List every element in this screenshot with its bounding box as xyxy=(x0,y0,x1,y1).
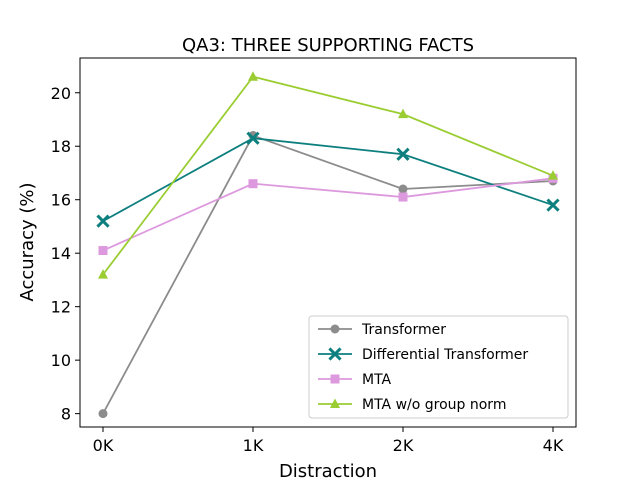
y-tick-label: 16 xyxy=(51,191,71,210)
series-3 xyxy=(98,71,558,279)
legend-marker xyxy=(328,347,342,361)
data-point-marker xyxy=(96,214,110,228)
data-point-marker xyxy=(248,71,258,81)
legend-marker xyxy=(330,398,340,408)
x-tick-label: 0K xyxy=(93,436,114,455)
x-tick-label: 4K xyxy=(543,436,564,455)
legend-marker xyxy=(330,374,340,384)
data-point-marker xyxy=(398,184,408,194)
legend-label: Transformer xyxy=(361,322,446,338)
series-line xyxy=(102,137,554,222)
legend-entry: MTA xyxy=(318,372,392,388)
x-tick-label: 2K xyxy=(393,436,414,455)
legend-label: MTA xyxy=(362,372,392,388)
legend-marker xyxy=(330,324,340,334)
series-line xyxy=(102,177,554,252)
data-point-marker xyxy=(98,269,108,279)
y-tick-label: 18 xyxy=(51,137,71,156)
data-point-marker xyxy=(546,198,560,212)
data-point-marker xyxy=(396,147,410,161)
legend-label: Differential Transformer xyxy=(362,347,528,363)
chart-title: QA3: THREE SUPPORTING FACTS xyxy=(182,35,474,56)
y-tick-label: 12 xyxy=(51,298,71,317)
y-axis-label: Accuracy (%) xyxy=(17,182,38,301)
y-tick-label: 10 xyxy=(51,351,71,370)
data-point-marker xyxy=(246,131,260,145)
series-line xyxy=(102,75,554,276)
legend-box xyxy=(308,315,569,419)
y-tick-label: 14 xyxy=(51,244,71,263)
legend-label: MTA w/o group norm xyxy=(362,397,506,413)
x-axis: 0K 1K 2K 4K xyxy=(93,427,564,455)
data-point-marker xyxy=(398,108,408,119)
legend-entry: Differential Transformer xyxy=(318,347,528,363)
series-layer xyxy=(96,71,560,419)
plot-area-frame xyxy=(79,57,577,428)
legend: Transformer Differential Transformer MTA MT… xyxy=(308,315,569,419)
y-tick-label: 8 xyxy=(61,405,71,424)
legend-entry: Transformer xyxy=(318,322,446,338)
legend-entry: MTA w/o group norm xyxy=(318,397,506,413)
series-1 xyxy=(96,131,560,228)
y-axis: 8 10 12 14 16 18 20 xyxy=(51,84,80,424)
data-point-marker xyxy=(398,192,408,202)
x-axis-label: Distraction xyxy=(279,461,377,480)
series-line xyxy=(102,134,554,415)
data-point-marker xyxy=(548,170,558,180)
data-point-marker xyxy=(98,409,108,419)
data-point-marker xyxy=(98,246,108,256)
y-tick-label: 20 xyxy=(51,84,71,103)
data-point-marker xyxy=(248,179,258,189)
x-tick-label: 1K xyxy=(243,436,264,455)
